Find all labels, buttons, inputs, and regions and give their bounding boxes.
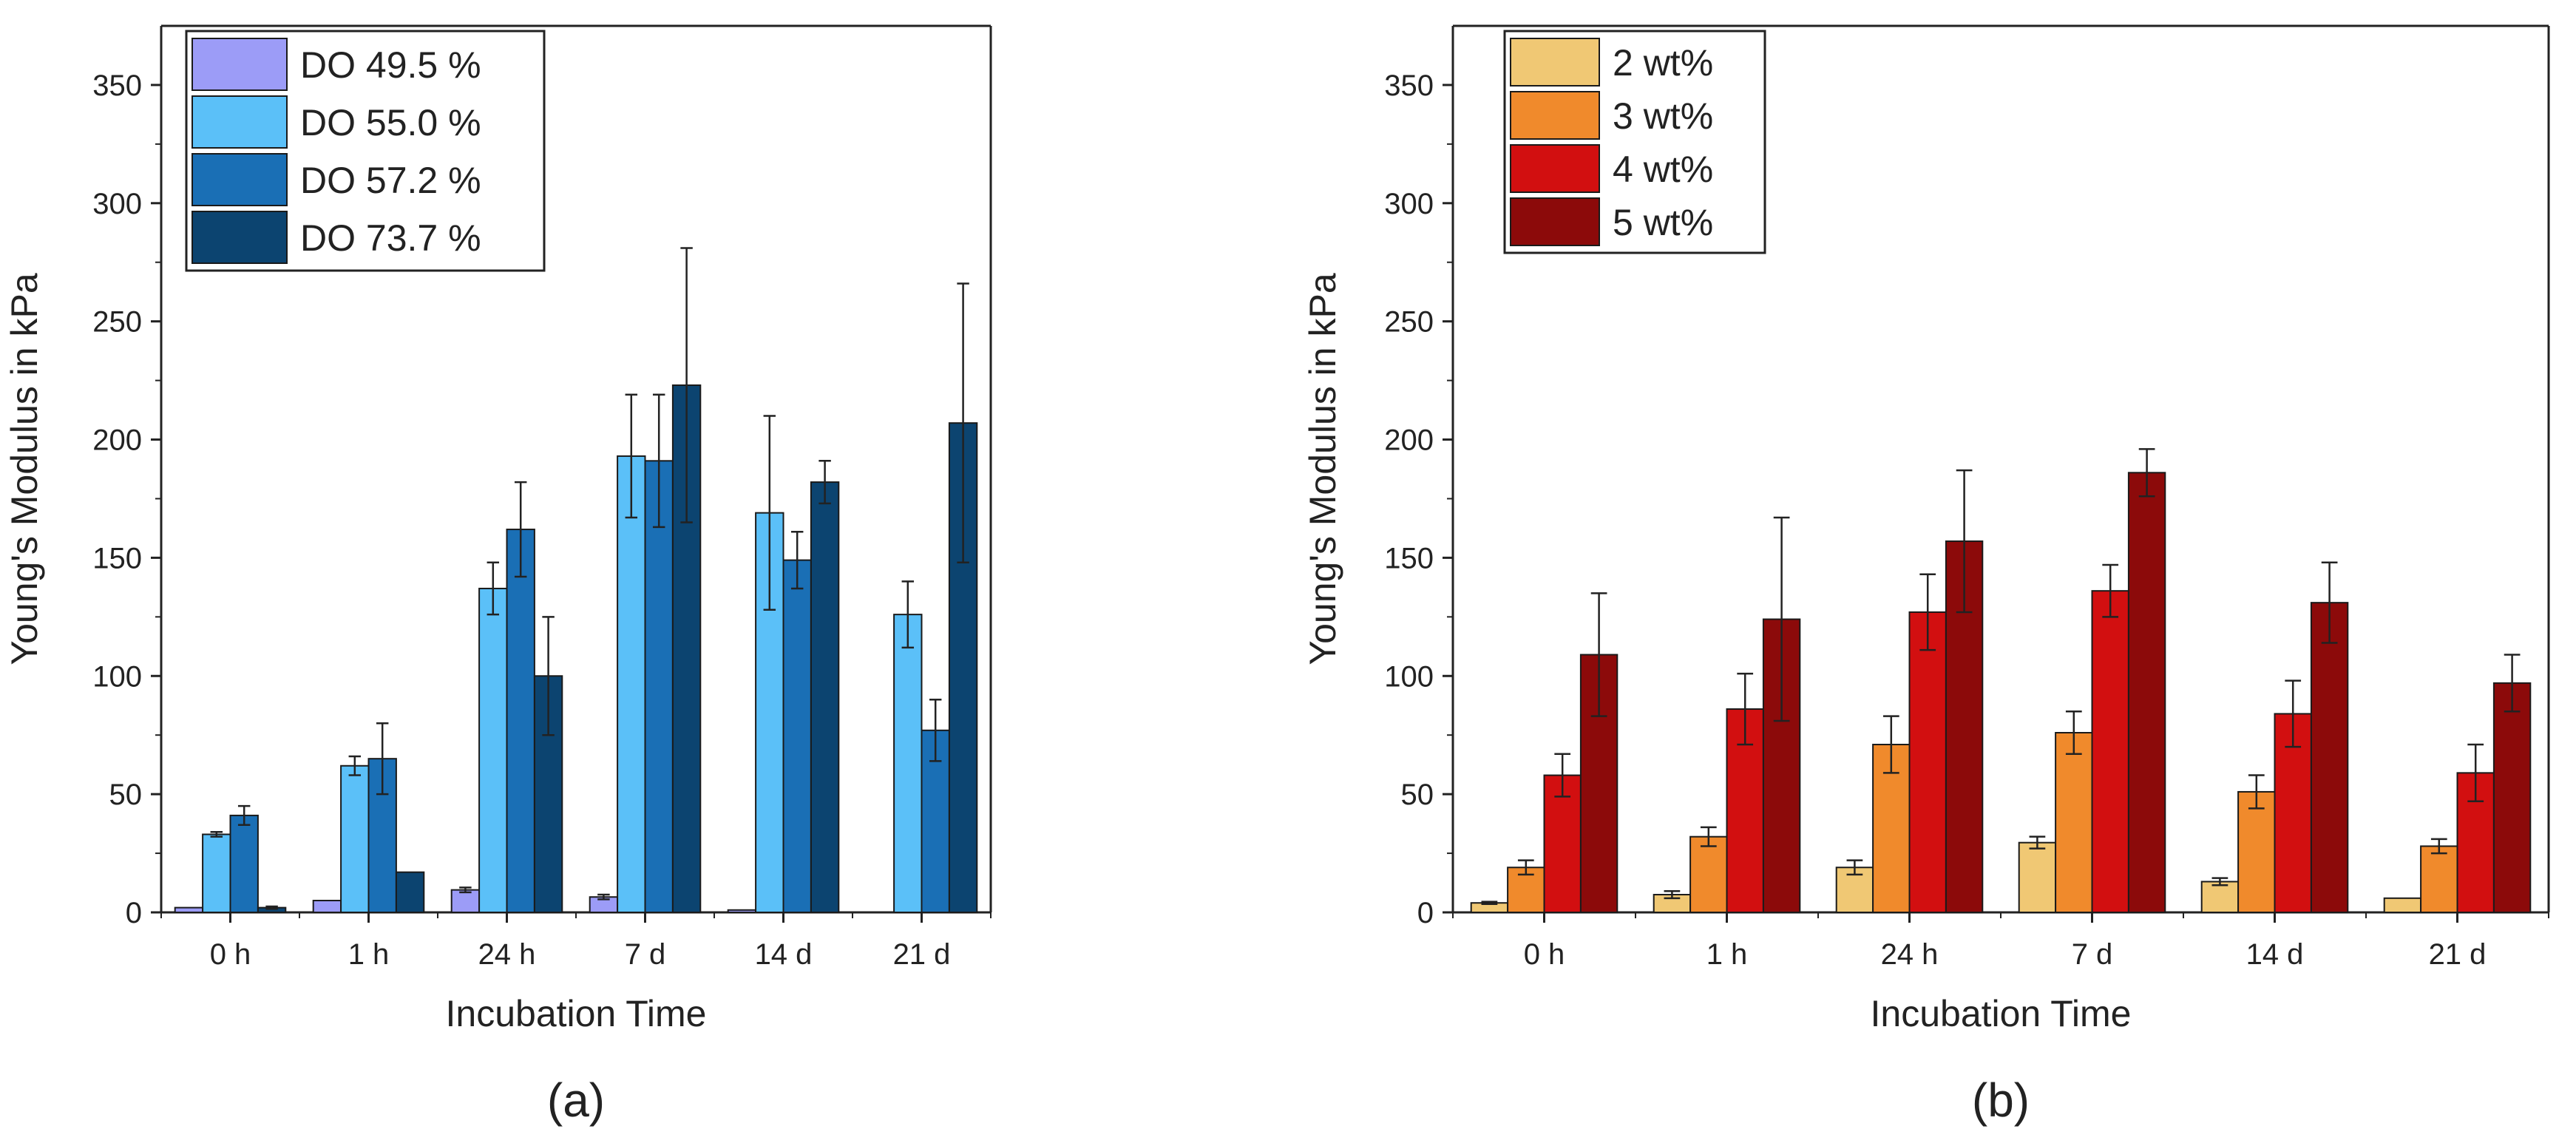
x-tick-label: 1 h — [348, 938, 390, 971]
bar — [340, 764, 370, 914]
bar — [202, 833, 231, 914]
y-tick-label: 100 — [1384, 660, 1434, 693]
x-tick-label: 0 h — [210, 938, 251, 971]
x-tick-label: 24 h — [478, 938, 536, 971]
legend-label: DO 57.2 % — [300, 160, 481, 201]
x-tick-label: 14 d — [2246, 938, 2304, 971]
bar — [2237, 790, 2276, 914]
legend-swatch — [191, 211, 288, 264]
bar — [782, 559, 812, 914]
legend-label: 5 wt% — [1613, 202, 1713, 243]
y-tick-label: 300 — [1384, 188, 1434, 220]
legend-swatch — [1510, 197, 1600, 246]
bar — [644, 460, 674, 913]
x-tick-label: 0 h — [1524, 938, 1565, 971]
bar — [810, 481, 840, 913]
legend-label: 3 wt% — [1613, 95, 1713, 137]
bar — [478, 587, 508, 913]
x-tick-label: 14 d — [755, 938, 813, 971]
y-tick-label: 150 — [1384, 542, 1434, 574]
y-tick-label: 350 — [92, 69, 142, 102]
legend-label: 4 wt% — [1613, 149, 1713, 190]
legend-swatch — [1510, 91, 1600, 140]
y-axis-title: Young's Modulus in kPa — [1302, 273, 1343, 665]
x-tick-label: 21 d — [2429, 938, 2487, 971]
bar — [2200, 881, 2240, 914]
legend-swatch — [191, 38, 288, 91]
y-tick-label: 350 — [1384, 69, 1434, 102]
y-tick-label: 0 — [126, 897, 142, 929]
bar — [2310, 602, 2349, 914]
bar — [2420, 845, 2458, 913]
panel-a: 0 50 100 150 200 250 300 350 0 h 1 h 24 h 7 d 14 d 21… — [4, 24, 992, 1127]
bar — [2018, 841, 2057, 914]
bar — [727, 909, 757, 913]
x-tick-label: 7 d — [2072, 938, 2113, 971]
x-tick-label: 7 d — [625, 938, 666, 971]
bar — [2127, 472, 2166, 913]
legend-label: 2 wt% — [1613, 42, 1713, 84]
bar — [395, 871, 425, 914]
x-tick-label: 24 h — [1881, 938, 1939, 971]
legend-label: DO 55.0 % — [300, 102, 481, 143]
y-tick-label: 250 — [1384, 306, 1434, 339]
y-tick-label: 100 — [92, 660, 142, 693]
y-tick-label: 300 — [92, 188, 142, 220]
bar — [617, 455, 646, 913]
bar — [506, 529, 535, 913]
x-tick-label: 1 h — [1706, 938, 1748, 971]
y-tick-label: 150 — [92, 542, 142, 574]
legend-swatch — [191, 153, 288, 206]
bar — [450, 889, 481, 914]
y-axis-title: Young's Modulus in kPa — [4, 273, 45, 665]
x-tick-label: 21 d — [893, 938, 951, 971]
y-tick-label: 50 — [1401, 779, 1434, 811]
y-tick-label: 50 — [109, 779, 143, 811]
panel-label: (b) — [1972, 1074, 2030, 1127]
bar — [1543, 774, 1582, 914]
y-tick-label: 0 — [1417, 897, 1434, 929]
bar — [2383, 897, 2422, 914]
bar — [2091, 590, 2129, 913]
bar — [1908, 611, 1947, 913]
bar — [893, 614, 923, 913]
bar — [1689, 835, 1728, 913]
bar — [2055, 732, 2093, 914]
bar — [174, 906, 204, 914]
y-tick-label: 250 — [92, 306, 142, 339]
y-tick-label: 200 — [1384, 424, 1434, 457]
bar — [229, 814, 259, 913]
legend-label: DO 73.7 % — [300, 217, 481, 259]
y-tick-label: 200 — [92, 424, 142, 457]
x-axis-title: Incubation Time — [446, 993, 707, 1034]
panel-b: 0 50 100 150 200 250 300 350 0 h 1 h 24 h 7 d 14 d 21… — [1302, 24, 2550, 1127]
x-axis-title: Incubation Time — [1871, 993, 2132, 1034]
legend-swatch — [191, 95, 288, 149]
legend-swatch — [1510, 38, 1600, 87]
legend-label: DO 49.5 % — [300, 44, 481, 86]
legend-swatch — [1510, 144, 1600, 193]
panel-label: (a) — [547, 1074, 605, 1127]
bar — [2492, 682, 2532, 913]
bar — [312, 900, 342, 913]
